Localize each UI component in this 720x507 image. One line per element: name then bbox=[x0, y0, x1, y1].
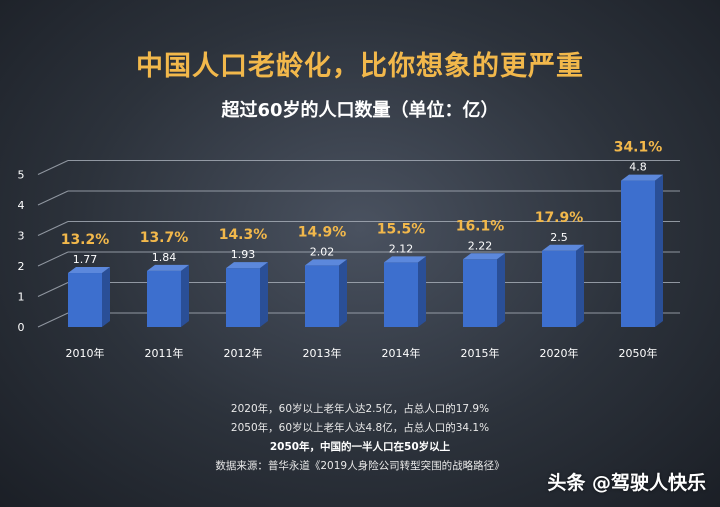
x-tick-label: 2014年 bbox=[382, 346, 421, 360]
data-source: 数据来源：普华永道《2019人身险公司转型突围的战略路径》 bbox=[215, 460, 505, 472]
bar-side bbox=[102, 267, 110, 327]
x-tick-label: 2015年 bbox=[461, 346, 500, 360]
gridline-depth bbox=[37, 282, 69, 297]
watermark: 头条 @驾驶人快乐 bbox=[547, 472, 706, 494]
bar bbox=[226, 268, 260, 327]
value-label: 2.12 bbox=[389, 242, 414, 255]
x-tick-label: 2020年 bbox=[540, 346, 579, 360]
x-tick-label: 2012年 bbox=[224, 346, 263, 360]
bar-top bbox=[147, 264, 189, 271]
y-tick-label: 3 bbox=[18, 230, 25, 243]
bar-top bbox=[384, 256, 426, 263]
chart-title: 中国人口老龄化，比你想象的更严重 bbox=[136, 51, 584, 82]
bar-top bbox=[226, 262, 268, 269]
notes-block: 2020年，60岁以上老年人达2.5亿，占总人口的17.9% 2050年，60岁… bbox=[0, 400, 720, 476]
bar-top bbox=[542, 244, 584, 251]
bar bbox=[147, 270, 181, 327]
bar-side bbox=[418, 256, 426, 327]
percent-label: 13.7% bbox=[140, 230, 189, 246]
value-label: 2.02 bbox=[310, 245, 335, 258]
bar bbox=[305, 265, 339, 327]
gridline-depth bbox=[37, 190, 69, 206]
bar bbox=[463, 259, 497, 327]
bar-side bbox=[260, 262, 268, 327]
x-tick-label: 2050年 bbox=[619, 346, 658, 360]
value-label: 4.8 bbox=[629, 161, 647, 174]
x-tick-label: 2010年 bbox=[66, 346, 105, 360]
bar bbox=[542, 250, 576, 327]
note-line-half-population: 2050年，中国的一半人口在50岁以上 bbox=[269, 441, 451, 453]
percent-label: 34.1% bbox=[614, 140, 663, 156]
bar-side bbox=[576, 244, 584, 327]
y-tick-label: 2 bbox=[18, 260, 25, 273]
bar-top bbox=[305, 259, 347, 266]
value-label: 1.77 bbox=[73, 253, 98, 266]
bar-top bbox=[68, 267, 110, 274]
y-tick-label: 0 bbox=[18, 321, 25, 334]
x-tick-label: 2011年 bbox=[145, 346, 184, 360]
percent-label: 15.5% bbox=[377, 221, 426, 237]
bar-side bbox=[497, 253, 505, 327]
bar bbox=[621, 180, 655, 327]
note-line-2050: 2050年，60岁以上老年人达4.8亿，占总人口的34.1% bbox=[230, 422, 490, 434]
bar-side bbox=[181, 264, 189, 327]
gridline-depth bbox=[37, 312, 69, 328]
chart-subtitle: 超过60岁的人口数量（单位：亿） bbox=[221, 100, 499, 121]
percent-label: 16.1% bbox=[456, 218, 505, 234]
percent-label: 17.9% bbox=[535, 210, 584, 226]
y-tick-label: 5 bbox=[18, 169, 25, 182]
bar-top bbox=[621, 174, 663, 181]
percent-label: 14.3% bbox=[219, 227, 268, 243]
bar-side bbox=[655, 174, 663, 327]
y-tick-label: 4 bbox=[18, 199, 25, 212]
gridline-depth bbox=[37, 160, 69, 175]
gridline-depth bbox=[37, 221, 69, 236]
bar bbox=[68, 273, 102, 327]
bar bbox=[384, 262, 418, 327]
value-label: 1.84 bbox=[152, 251, 177, 264]
y-tick-label: 1 bbox=[18, 291, 25, 304]
percent-label: 14.9% bbox=[298, 224, 347, 240]
gridline-depth bbox=[37, 251, 69, 267]
value-label: 2.5 bbox=[550, 231, 568, 244]
bar-side bbox=[339, 259, 347, 327]
note-line-2020: 2020年，60岁以上老年人达2.5亿，占总人口的17.9% bbox=[230, 403, 490, 415]
x-tick-label: 2013年 bbox=[303, 346, 342, 360]
value-label: 2.22 bbox=[468, 239, 493, 252]
bar-chart: 0 1 2 3 4 5 1.77 13.2% 2010年 1.84 13.7% 2011年 1.93 14… bbox=[18, 139, 680, 360]
percent-label: 13.2% bbox=[61, 232, 110, 248]
value-label: 1.93 bbox=[231, 248, 256, 261]
bar-top bbox=[463, 253, 505, 260]
